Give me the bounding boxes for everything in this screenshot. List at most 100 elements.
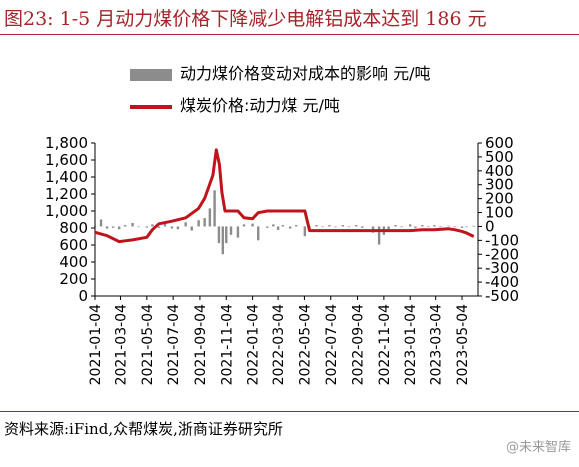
- x-tick-label: 2022-11-04: [377, 304, 393, 385]
- bar-mark: [355, 225, 358, 227]
- bar-mark: [341, 225, 345, 227]
- bar-mark: [251, 223, 254, 227]
- bar-mark: [377, 226, 381, 245]
- x-tick-label: 2021-03-04: [113, 304, 129, 385]
- legend-line-swatch: [130, 104, 172, 109]
- watermark: @未来智库: [505, 440, 571, 455]
- bar-mark: [414, 226, 417, 228]
- bar-mark: [303, 226, 307, 237]
- bar-mark: [190, 226, 193, 231]
- source-note: 资料来源:iFind,众帮煤炭,浙商证券研究所: [4, 420, 283, 438]
- bar-mark: [387, 226, 390, 230]
- bar-mark: [321, 226, 324, 228]
- right-tick-label: 300: [485, 176, 514, 194]
- bar-mark: [421, 225, 424, 227]
- right-tick-label: -300: [485, 259, 519, 277]
- x-tick-label: 2023-01-04: [403, 304, 419, 385]
- bar-mark: [163, 223, 167, 227]
- bar-mark: [236, 226, 240, 238]
- left-tick-label: 800: [59, 219, 88, 237]
- x-tick-label: 2022-05-04: [297, 304, 313, 385]
- bar-mark: [400, 226, 403, 228]
- bar-mark: [229, 226, 233, 235]
- right-tick-label: 500: [485, 148, 514, 166]
- bar-mark: [315, 225, 318, 227]
- bar-mark: [99, 219, 103, 227]
- right-tick-label: 100: [485, 204, 514, 222]
- bar-mark: [137, 226, 140, 228]
- bar-mark: [288, 226, 292, 229]
- bar-mark: [217, 226, 221, 244]
- left-tick-label: 0: [78, 287, 88, 305]
- x-tick-label: 2022-09-04: [351, 304, 367, 385]
- legend-item-line: 煤炭价格:动力煤 元/吨: [130, 92, 340, 116]
- legend-item-bar: 动力煤价格变动对成本的影响 元/吨: [130, 60, 430, 84]
- bar-mark: [213, 190, 216, 227]
- bar-mark: [453, 226, 456, 228]
- left-tick-label: 1,200: [45, 185, 88, 203]
- bar-mark: [117, 226, 121, 230]
- left-tick-label: 1,800: [45, 134, 88, 152]
- footer-rule: [0, 411, 579, 412]
- x-axis-ticks: 2021-01-04 2021-03-04 2021-05-04 2021-07-04…: [88, 296, 471, 385]
- bar-mark: [472, 225, 475, 227]
- x-tick-label: 2022-03-04: [271, 304, 287, 385]
- right-tick-label: -500: [485, 287, 519, 305]
- left-tick-label: 1,400: [45, 168, 88, 186]
- bar-mark: [281, 225, 285, 227]
- right-tick-label: 400: [485, 162, 514, 180]
- right-tick-label: -200: [485, 245, 519, 263]
- bar-mark: [151, 224, 154, 227]
- bar-mark: [334, 226, 337, 228]
- left-tick-label: 600: [59, 236, 88, 254]
- bar-mark: [105, 226, 109, 229]
- bar-mark: [427, 226, 430, 228]
- coal-price-line: [94, 148, 475, 244]
- right-tick-label: 0: [485, 217, 495, 235]
- bar-mark: [394, 225, 397, 227]
- x-tick-label: 2021-05-04: [140, 304, 156, 385]
- left-tick-label: 1,000: [45, 202, 88, 220]
- bar-mark: [409, 224, 412, 227]
- bar-mark: [276, 226, 280, 230]
- figure-title: 图23: 1-5 月动力煤价格下降减少电解铝成本达到 186 元: [4, 8, 487, 30]
- bar-mark: [170, 226, 174, 229]
- bar-mark: [197, 220, 200, 227]
- legend-bar-label: 动力煤价格变动对成本的影响 元/吨: [180, 64, 431, 83]
- bar-mark: [272, 224, 275, 227]
- bar-mark: [208, 208, 212, 227]
- line-series: [94, 148, 475, 244]
- x-tick-label: 2021-11-04: [219, 304, 235, 385]
- title-rule: [0, 34, 579, 35]
- left-tick-label: 400: [59, 253, 88, 271]
- bar-mark: [361, 226, 364, 228]
- bar-mark: [439, 226, 442, 228]
- bar-mark: [124, 225, 127, 227]
- left-tick-label: 200: [59, 270, 88, 288]
- x-tick-label: 2021-09-04: [193, 304, 209, 385]
- bar-mark: [433, 225, 436, 227]
- bar-mark: [145, 226, 149, 228]
- bar-mark: [203, 218, 206, 227]
- bar-mark: [111, 226, 115, 228]
- x-tick-label: 2021-01-04: [88, 304, 104, 385]
- legend-bar-swatch: [130, 68, 172, 81]
- bar-mark: [242, 224, 246, 227]
- right-tick-label: -400: [485, 273, 519, 291]
- bar-mark: [131, 222, 134, 227]
- bar-mark: [157, 226, 161, 228]
- bar-mark: [176, 226, 180, 230]
- bar-mark: [225, 226, 228, 244]
- x-tick-label: 2021-07-04: [166, 304, 182, 385]
- bar-mark: [447, 225, 450, 227]
- bar-mark: [184, 222, 187, 227]
- axes: [94, 143, 479, 297]
- x-tick-label: 2022-01-04: [246, 304, 262, 385]
- bar-series: [93, 190, 475, 255]
- right-tick-label: 200: [485, 190, 514, 208]
- bar-mark: [257, 226, 260, 241]
- right-tick-label: -100: [485, 231, 519, 249]
- bar-mark: [465, 226, 468, 228]
